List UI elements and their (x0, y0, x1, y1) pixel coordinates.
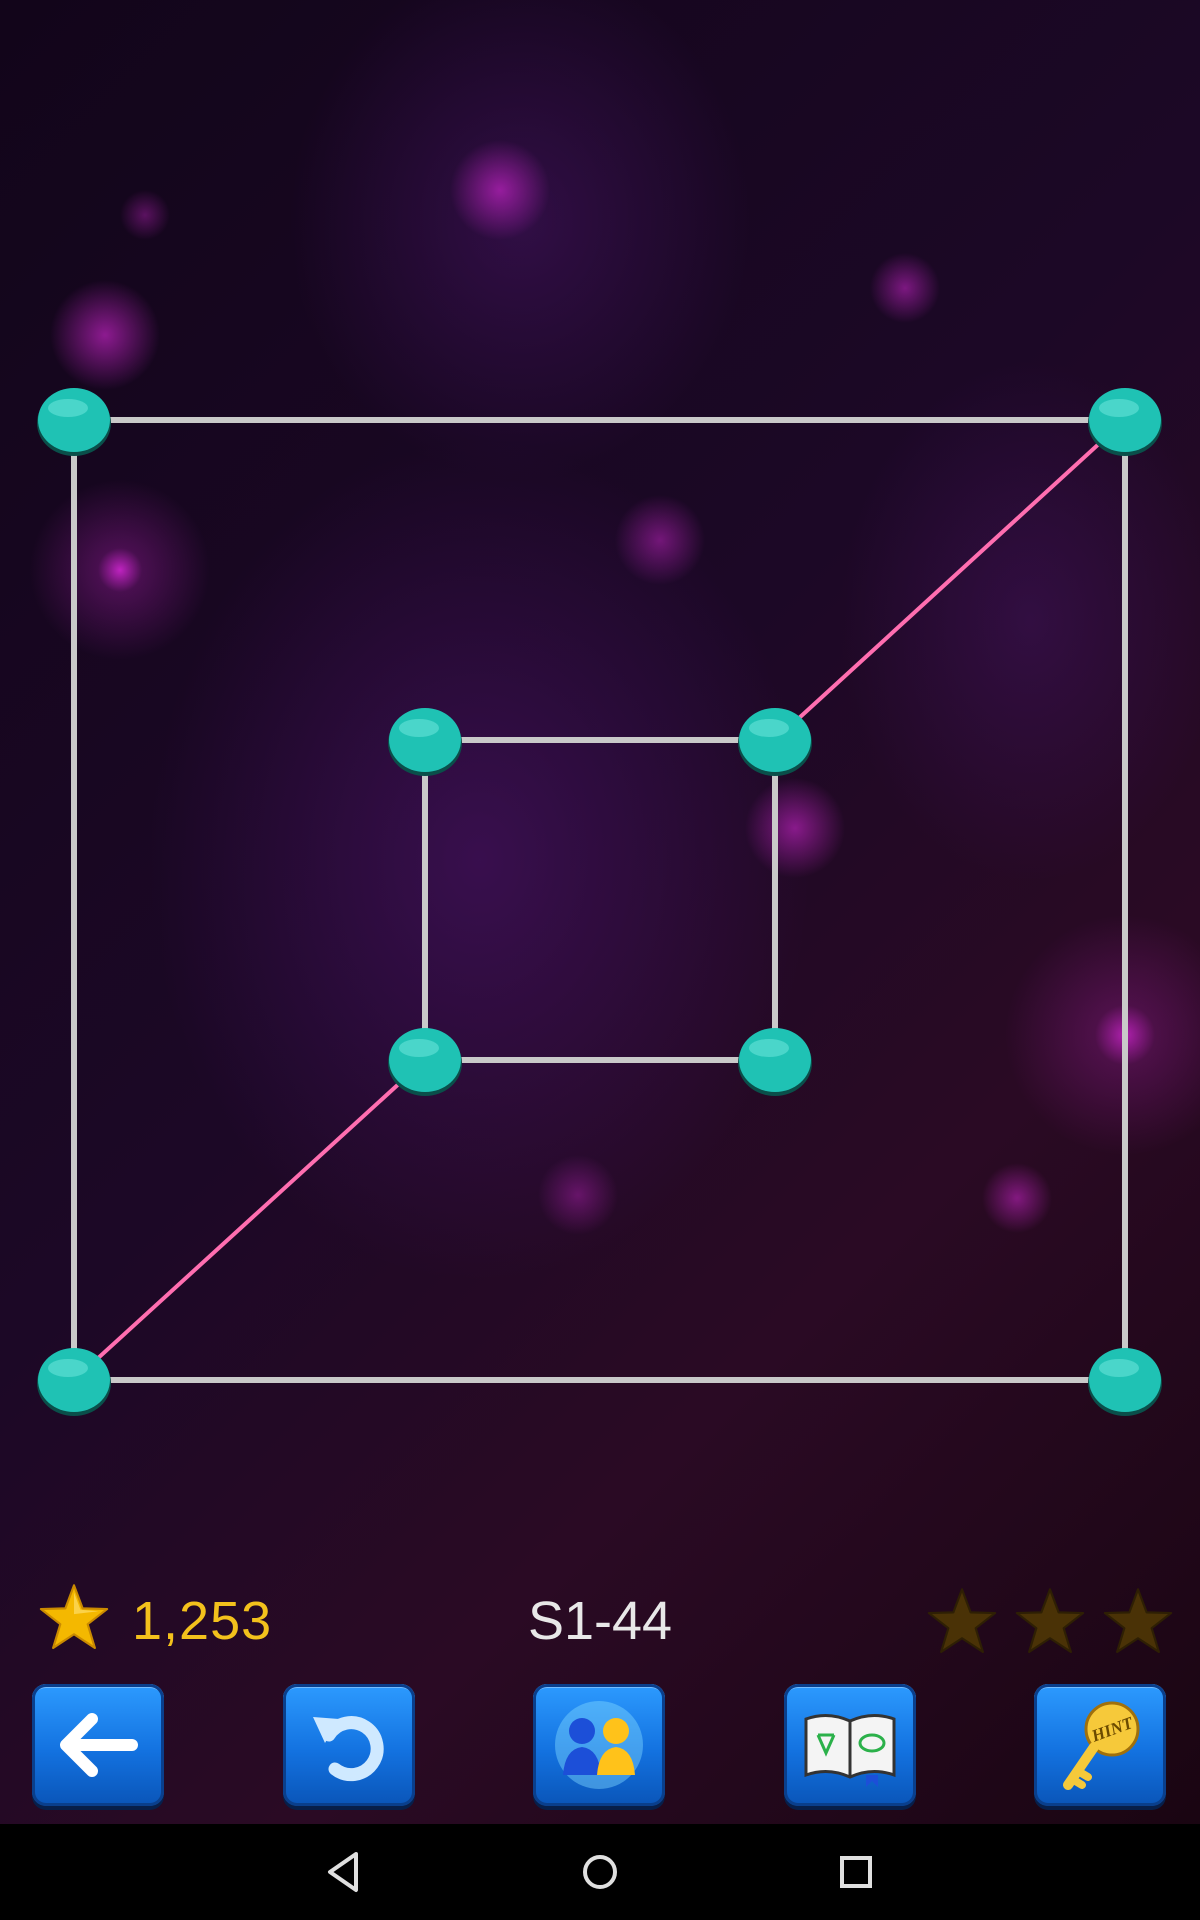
friends-icon (555, 1701, 643, 1789)
rating-star-icon (927, 1588, 997, 1654)
hint-key-icon: HINT (1063, 1701, 1140, 1790)
nav-recents-button[interactable] (826, 1842, 886, 1902)
score-star-icon (39, 1584, 109, 1650)
one-way-edge (72, 1058, 427, 1382)
guide-book-icon (804, 1714, 896, 1787)
puzzle-node-inner-bottom-left[interactable] (388, 1028, 462, 1096)
hud-bar: 1,253 S1-44 (0, 1560, 1200, 1680)
puzzle-node-outer-bottom-right[interactable] (1088, 1348, 1162, 1416)
back-triangle-icon (328, 1852, 358, 1892)
puzzle-node-inner-top-right[interactable] (738, 708, 812, 776)
level-label: S1-44 (527, 1591, 673, 1651)
undo-icon (313, 1716, 384, 1782)
action-toolbar: HINT (0, 1680, 1200, 1824)
friends-button[interactable] (533, 1684, 665, 1806)
one-way-edge (773, 418, 1127, 742)
star-rating (926, 1586, 1174, 1656)
rating-star-icon (1103, 1588, 1173, 1654)
puzzle-node-outer-top-right[interactable] (1088, 388, 1162, 456)
nav-back-button[interactable] (314, 1842, 374, 1902)
score-value: 1,253 (132, 1591, 273, 1651)
recents-square-icon (840, 1856, 872, 1888)
undo-button[interactable] (283, 1684, 415, 1806)
puzzle-node-outer-bottom-left[interactable] (37, 1348, 111, 1416)
system-navigation-bar (0, 1824, 1200, 1920)
home-circle-icon (583, 1855, 617, 1889)
rating-star-icon (1015, 1588, 1085, 1654)
back-button[interactable] (32, 1684, 164, 1806)
puzzle-board[interactable] (0, 0, 1200, 1560)
nav-home-button[interactable] (570, 1842, 630, 1902)
hint-button[interactable]: HINT (1034, 1684, 1166, 1806)
puzzle-node-outer-top-left[interactable] (37, 388, 111, 456)
guide-book-button[interactable] (784, 1684, 916, 1806)
game-board-area (0, 0, 1200, 1824)
back-arrow-icon (60, 1713, 138, 1777)
puzzle-node-inner-bottom-right[interactable] (738, 1028, 812, 1096)
puzzle-node-inner-top-left[interactable] (388, 708, 462, 776)
